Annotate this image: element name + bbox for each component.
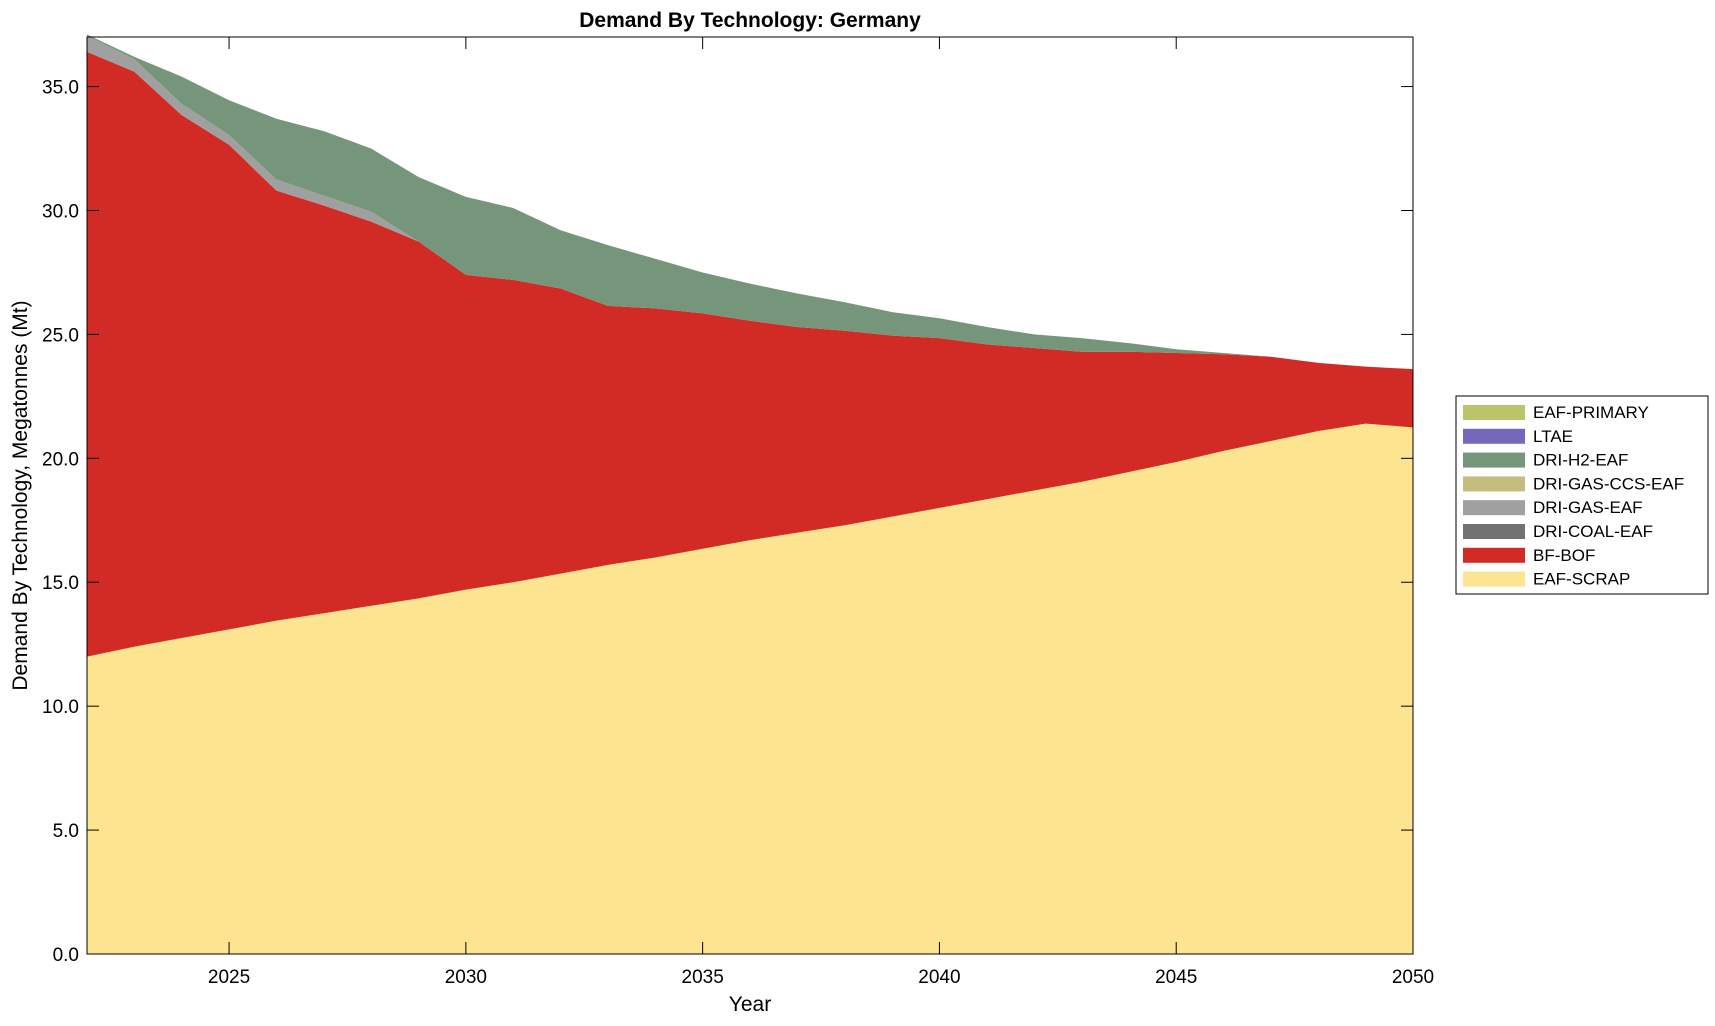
y-tick-label: 30.0 <box>42 201 79 222</box>
area-bf-bof <box>87 51 1413 657</box>
x-tick-label: 2025 <box>208 967 250 988</box>
legend-swatch <box>1463 428 1525 444</box>
legend-entry: BF-BOF <box>1533 546 1595 565</box>
legend-entry: DRI-COAL-EAF <box>1533 522 1653 541</box>
y-axis: 0.0 5.0 10.0 15.0 20.0 25.0 30.0 35.0 <box>42 78 1413 966</box>
legend: EAF-PRIMARY LTAE DRI-H2-EAF DRI-GAS-CCS-EAF… <box>1455 395 1709 595</box>
y-tick-label: 25.0 <box>42 325 79 346</box>
legend-entry: DRI-GAS-EAF <box>1533 498 1643 517</box>
y-tick-label: 5.0 <box>53 821 79 842</box>
y-tick-label: 0.0 <box>53 945 79 966</box>
x-axis-label: Year <box>729 993 771 1016</box>
x-tick-label: 2045 <box>1155 967 1197 988</box>
x-axis: 2025 2030 2035 2040 2045 2050 <box>208 37 1434 988</box>
x-tick-label: 2040 <box>918 967 960 988</box>
y-tick-label: 20.0 <box>42 449 79 470</box>
x-tick-label: 2030 <box>445 967 487 988</box>
chart-title: Demand By Technology: Germany <box>579 9 921 32</box>
legend-swatch <box>1463 405 1525 420</box>
y-tick-label: 35.0 <box>42 78 79 99</box>
legend-swatch <box>1463 476 1525 492</box>
x-tick-label: 2050 <box>1392 967 1434 988</box>
stacked-areas <box>87 34 1413 954</box>
area-eaf-scrap <box>87 423 1413 954</box>
legend-swatch <box>1463 452 1525 468</box>
legend-swatch <box>1463 547 1525 563</box>
legend-swatch <box>1463 571 1525 587</box>
plot-frame <box>86 36 1414 955</box>
y-tick-label: 15.0 <box>42 573 79 594</box>
legend-swatch <box>1463 524 1525 539</box>
legend-entry: EAF-PRIMARY <box>1533 403 1649 422</box>
y-tick-label: 10.0 <box>42 697 79 718</box>
y-axis-label: Demand By Technology, Megatonnes (Mt) <box>9 300 32 690</box>
legend-entry: DRI-GAS-CCS-EAF <box>1533 474 1684 493</box>
area-dri-h2-eaf <box>87 34 1413 370</box>
x-tick-label: 2035 <box>682 967 724 988</box>
legend-entry: DRI-H2-EAF <box>1533 451 1628 470</box>
legend-swatch <box>1463 500 1525 516</box>
legend-entry: LTAE <box>1533 427 1573 446</box>
legend-entry: EAF-SCRAP <box>1533 570 1630 589</box>
